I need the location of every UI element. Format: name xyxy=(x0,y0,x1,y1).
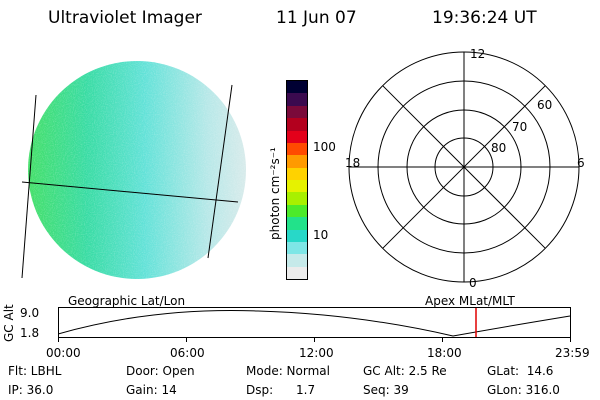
colorbar-tick-10: 10 xyxy=(313,228,329,242)
mode-info: Mode: Normal xyxy=(246,364,330,378)
colorbar-segment xyxy=(287,254,307,267)
orbit-xtick-4: 23:59 xyxy=(555,346,590,360)
geographic-label: Geographic Lat/Lon xyxy=(68,294,186,308)
lat-label-60: 60 xyxy=(537,98,553,112)
gc-alt-info: GC Alt: 2.5 Re xyxy=(363,364,447,378)
mlt-label-0: 0 xyxy=(469,276,477,290)
meridian-line xyxy=(21,94,37,279)
colorbar-tick-100: 100 xyxy=(313,140,336,154)
seq-info: Seq: 39 xyxy=(363,383,409,397)
colorbar xyxy=(286,80,308,280)
door-info: Door: Open xyxy=(126,364,195,378)
colorbar-segment xyxy=(287,142,307,156)
colorbar-segment xyxy=(287,217,307,230)
colorbar-segment xyxy=(287,204,307,218)
time-label: 19:36:24 UT xyxy=(432,8,537,28)
equator-line xyxy=(21,181,239,203)
mlt-label-12: 12 xyxy=(470,47,486,61)
orbit-ylabel: GC Alt xyxy=(2,304,16,342)
glat-info: GLat: 14.6 xyxy=(487,364,554,378)
orbit-ymax: 9.0 xyxy=(20,306,40,320)
dsp-info: Dsp: 1.7 xyxy=(246,383,316,397)
gain-info: Gain: 14 xyxy=(126,383,177,397)
orbit-altitude-curve xyxy=(58,309,571,337)
colorbar-segment xyxy=(287,155,307,168)
colorbar-segment xyxy=(287,105,307,119)
instrument-title: Ultraviolet Imager xyxy=(48,8,202,28)
mlt-label-6: 6 xyxy=(577,156,585,170)
mlt-line-diag xyxy=(382,85,546,249)
meridian-line xyxy=(207,84,233,259)
colorbar-segment xyxy=(287,266,307,279)
polar-plot xyxy=(348,51,580,283)
orbit-xtick-0: 00:00 xyxy=(46,346,81,360)
colorbar-segment xyxy=(287,180,307,193)
colorbar-segment xyxy=(287,192,307,205)
orbit-ymin: 1.8 xyxy=(20,326,40,340)
colorbar-unit-label: photon cm⁻²s⁻¹ xyxy=(268,147,282,240)
lat-label-80: 80 xyxy=(491,141,507,155)
colorbar-segment xyxy=(287,118,307,131)
colorbar-segment xyxy=(287,130,307,143)
orbit-xtick-1: 06:00 xyxy=(170,346,205,360)
filter-info: Flt: LBHL xyxy=(8,364,62,378)
apex-label: Apex MLat/MLT xyxy=(425,294,515,308)
orbit-altitude-plot xyxy=(58,307,571,342)
colorbar-segment xyxy=(287,241,307,255)
glon-info: GLon: 316.0 xyxy=(487,383,560,397)
lat-label-70: 70 xyxy=(512,120,528,134)
orbit-xtick-3: 18:00 xyxy=(427,346,462,360)
colorbar-segment xyxy=(287,93,307,106)
ip-info: IP: 36.0 xyxy=(8,383,54,397)
mlt-label-18: 18 xyxy=(345,156,361,170)
orbit-xtick-2: 12:00 xyxy=(299,346,334,360)
colorbar-segment xyxy=(287,167,307,180)
colorbar-segment xyxy=(287,81,307,94)
earth-disk-image xyxy=(21,61,246,279)
date-label: 11 Jun 07 xyxy=(276,8,357,28)
colorbar-segment xyxy=(287,229,307,242)
